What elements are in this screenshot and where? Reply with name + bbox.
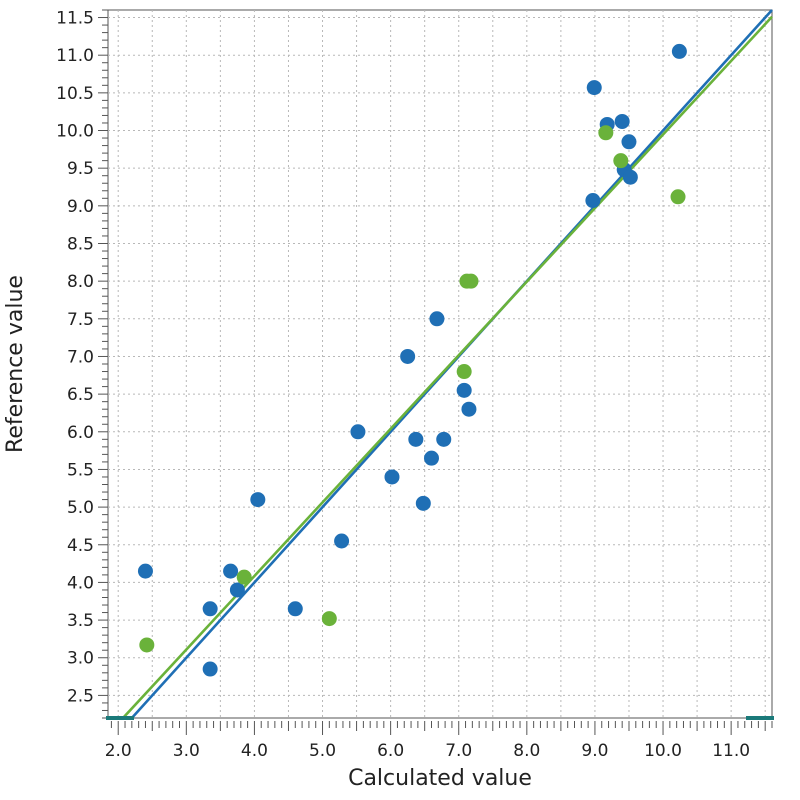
data-points bbox=[137, 43, 687, 677]
plot-area bbox=[107, 9, 773, 719]
data-point-series-2 bbox=[613, 153, 629, 169]
x-tick-label: 5.0 bbox=[309, 741, 336, 761]
y-tick-labels: 2.5 3.0 3.5 4.0 4.5 5.0 5.5 6.0 6.5 7.0 7.5 8.0 8.5 9… bbox=[56, 9, 94, 707]
y-tick-label: 3.5 bbox=[67, 611, 94, 631]
data-point-series-1 bbox=[384, 469, 400, 485]
x-tick-label: 11.0 bbox=[712, 741, 750, 761]
y-tick-label: 4.0 bbox=[67, 573, 94, 593]
data-point-series-1 bbox=[621, 134, 637, 150]
y-tick-label: 9.0 bbox=[67, 197, 94, 217]
y-tick-label: 7.0 bbox=[67, 347, 94, 367]
data-point-series-2 bbox=[321, 611, 337, 627]
y-tick-label: 11.0 bbox=[56, 46, 94, 66]
data-point-series-1 bbox=[461, 401, 477, 417]
data-point-series-1 bbox=[429, 311, 445, 327]
data-point-series-1 bbox=[350, 424, 366, 440]
data-point-series-1 bbox=[334, 533, 350, 549]
data-point-series-2 bbox=[463, 273, 479, 289]
data-point-series-1 bbox=[229, 582, 245, 598]
x-tick-label: 3.0 bbox=[173, 741, 200, 761]
data-point-series-1 bbox=[250, 492, 266, 508]
y-tick-label: 5.5 bbox=[67, 460, 94, 480]
data-point-series-1 bbox=[585, 193, 601, 209]
data-point-series-1 bbox=[671, 43, 687, 59]
data-point-series-1 bbox=[423, 450, 439, 466]
x-tick-label: 4.0 bbox=[241, 741, 268, 761]
data-point-series-1 bbox=[586, 80, 602, 96]
fit-lines bbox=[122, 9, 773, 719]
x-tick-label: 8.0 bbox=[513, 741, 540, 761]
x-tick-label: 9.0 bbox=[581, 741, 608, 761]
y-tick-label: 10.5 bbox=[56, 84, 94, 104]
x-tick-labels: 2.0 3.0 4.0 5.0 6.0 7.0 8.0 9.0 10.0 11.0 bbox=[105, 741, 750, 761]
data-point-series-1 bbox=[287, 601, 303, 617]
y-tick-label: 4.5 bbox=[67, 536, 94, 556]
data-point-series-2 bbox=[670, 189, 686, 205]
y-tick-label: 6.0 bbox=[67, 423, 94, 443]
data-point-series-1 bbox=[614, 113, 630, 129]
data-point-series-1 bbox=[622, 169, 638, 185]
data-point-series-1 bbox=[436, 431, 452, 447]
y-tick-label: 9.5 bbox=[67, 159, 94, 179]
x-tick-label: 2.0 bbox=[105, 741, 132, 761]
data-point-series-1 bbox=[456, 382, 472, 398]
x-axis-label: Calculated value bbox=[348, 766, 532, 791]
data-point-series-2 bbox=[598, 125, 614, 141]
y-tick-label: 6.5 bbox=[67, 385, 94, 405]
y-axis-label: Reference value bbox=[3, 275, 28, 453]
minor-ticks bbox=[98, 9, 773, 735]
data-point-series-1 bbox=[137, 563, 153, 579]
y-tick-label: 11.5 bbox=[56, 9, 94, 29]
y-tick-label: 5.0 bbox=[67, 498, 94, 518]
fit-line-series-2 bbox=[122, 15, 773, 719]
data-point-series-1 bbox=[415, 495, 431, 511]
grid-lines bbox=[108, 10, 772, 718]
y-tick-label: 8.0 bbox=[67, 272, 94, 292]
axis-end-markers bbox=[106, 716, 774, 720]
x-tick-label: 6.0 bbox=[377, 741, 404, 761]
data-point-series-2 bbox=[456, 364, 472, 380]
y-tick-label: 10.0 bbox=[56, 122, 94, 142]
y-tick-label: 3.0 bbox=[67, 649, 94, 669]
y-tick-label: 2.5 bbox=[67, 686, 94, 706]
data-point-series-1 bbox=[400, 348, 416, 364]
data-point-series-1 bbox=[223, 563, 239, 579]
data-point-series-2 bbox=[139, 637, 155, 653]
y-tick-label: 8.5 bbox=[67, 234, 94, 254]
y-tick-label: 7.5 bbox=[67, 310, 94, 330]
data-point-series-2 bbox=[236, 569, 252, 585]
data-point-series-1 bbox=[202, 661, 218, 677]
data-point-series-1 bbox=[202, 601, 218, 617]
x-tick-label: 10.0 bbox=[644, 741, 682, 761]
data-point-series-1 bbox=[408, 431, 424, 447]
x-tick-label: 7.0 bbox=[445, 741, 472, 761]
